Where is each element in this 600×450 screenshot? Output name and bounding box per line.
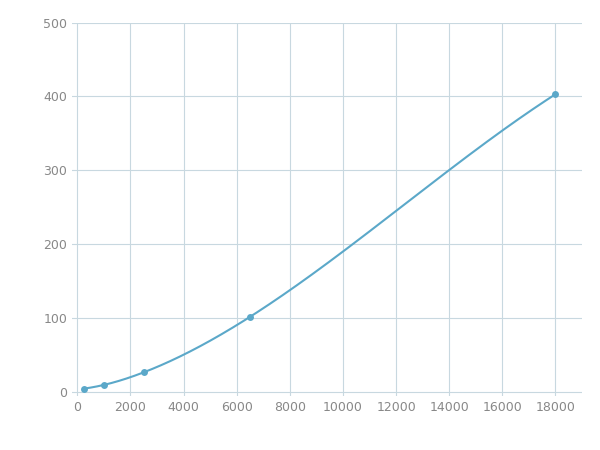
Point (99, 381, 109, 388)
Point (551, 90, 560, 98)
Point (79, 385, 89, 392)
Point (139, 369, 149, 376)
Point (245, 313, 255, 320)
